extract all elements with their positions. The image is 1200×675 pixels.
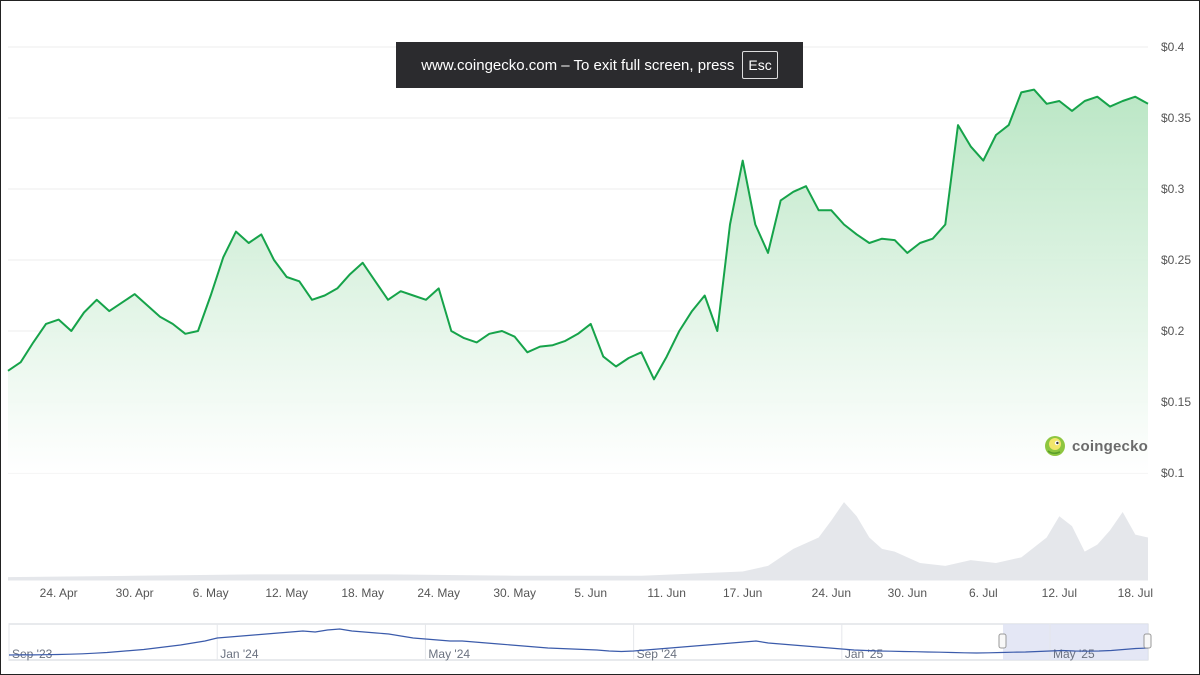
- x-tick-label: 30. Jun: [888, 586, 927, 600]
- navigator[interactable]: Sep '23 Jan '24 May '24 Sep '24 Jan '25 May '…: [8, 623, 1152, 661]
- x-tick-label: 12. Jul: [1042, 586, 1077, 600]
- navigator-left-handle[interactable]: [998, 633, 1007, 649]
- navigator-track: [8, 623, 1149, 661]
- price-line: [7, 88, 1149, 381]
- gecko-logo-icon: [1045, 436, 1065, 456]
- x-tick-label: 6. Jul: [969, 586, 998, 600]
- navigator-tick-label: Jan '24: [220, 647, 259, 661]
- navigator-tick-label: May '24: [428, 647, 470, 661]
- y-axis-labels: $0.4 $0.35 $0.3 $0.25 $0.2 $0.15 $0.1: [1161, 40, 1191, 480]
- x-tick-label: 17. Jun: [723, 586, 762, 600]
- x-tick-label: 12. May: [265, 586, 308, 600]
- navigator-tick-label: Sep '23: [12, 647, 53, 661]
- navigator-selection: [1003, 624, 1148, 660]
- navigator-tick-label: May '25: [1053, 647, 1095, 661]
- brand-watermark: coingecko: [1044, 435, 1148, 457]
- x-tick-label: 5. Jun: [574, 586, 607, 600]
- x-tick-label: 11. Jun: [647, 586, 685, 600]
- y-tick-label: $0.25: [1161, 253, 1191, 267]
- x-tick-label: 30. May: [493, 586, 536, 600]
- x-tick-label: 6. May: [193, 586, 229, 600]
- x-tick-label: 18. May: [341, 586, 384, 600]
- x-tick-label: 24. Jun: [812, 586, 851, 600]
- x-tick-label: 24. May: [417, 586, 460, 600]
- x-tick-label: 18. Jul: [1118, 586, 1153, 600]
- price-fill: [8, 89, 1148, 473]
- y-tick-label: $0.35: [1161, 111, 1191, 125]
- volume-series: [8, 502, 1148, 580]
- navigator-line: [8, 628, 1149, 656]
- y-tick-label: $0.4: [1161, 40, 1185, 54]
- fullscreen-banner: www.coingecko.com – To exit full screen,…: [396, 42, 803, 88]
- volume-area: [8, 502, 1148, 580]
- y-tick-label: $0.3: [1161, 182, 1185, 196]
- navigator-tick-label: Jan '25: [845, 647, 884, 661]
- y-tick-label: $0.1: [1161, 466, 1185, 480]
- x-tick-label: 30. Apr: [116, 586, 154, 600]
- banner-message: www.coingecko.com – To exit full screen,…: [421, 56, 735, 74]
- brand-name: coingecko: [1072, 437, 1148, 455]
- x-axis-labels: 24. Apr 30. Apr 6. May 12. May 18. May 24. Ma…: [8, 579, 1153, 600]
- y-tick-label: $0.2: [1161, 324, 1185, 338]
- y-tick-label: $0.15: [1161, 395, 1191, 409]
- price-area: [7, 88, 1149, 473]
- x-tick-label: 24. Apr: [40, 586, 78, 600]
- esc-key[interactable]: Esc: [742, 51, 778, 79]
- navigator-right-handle[interactable]: [1143, 633, 1152, 649]
